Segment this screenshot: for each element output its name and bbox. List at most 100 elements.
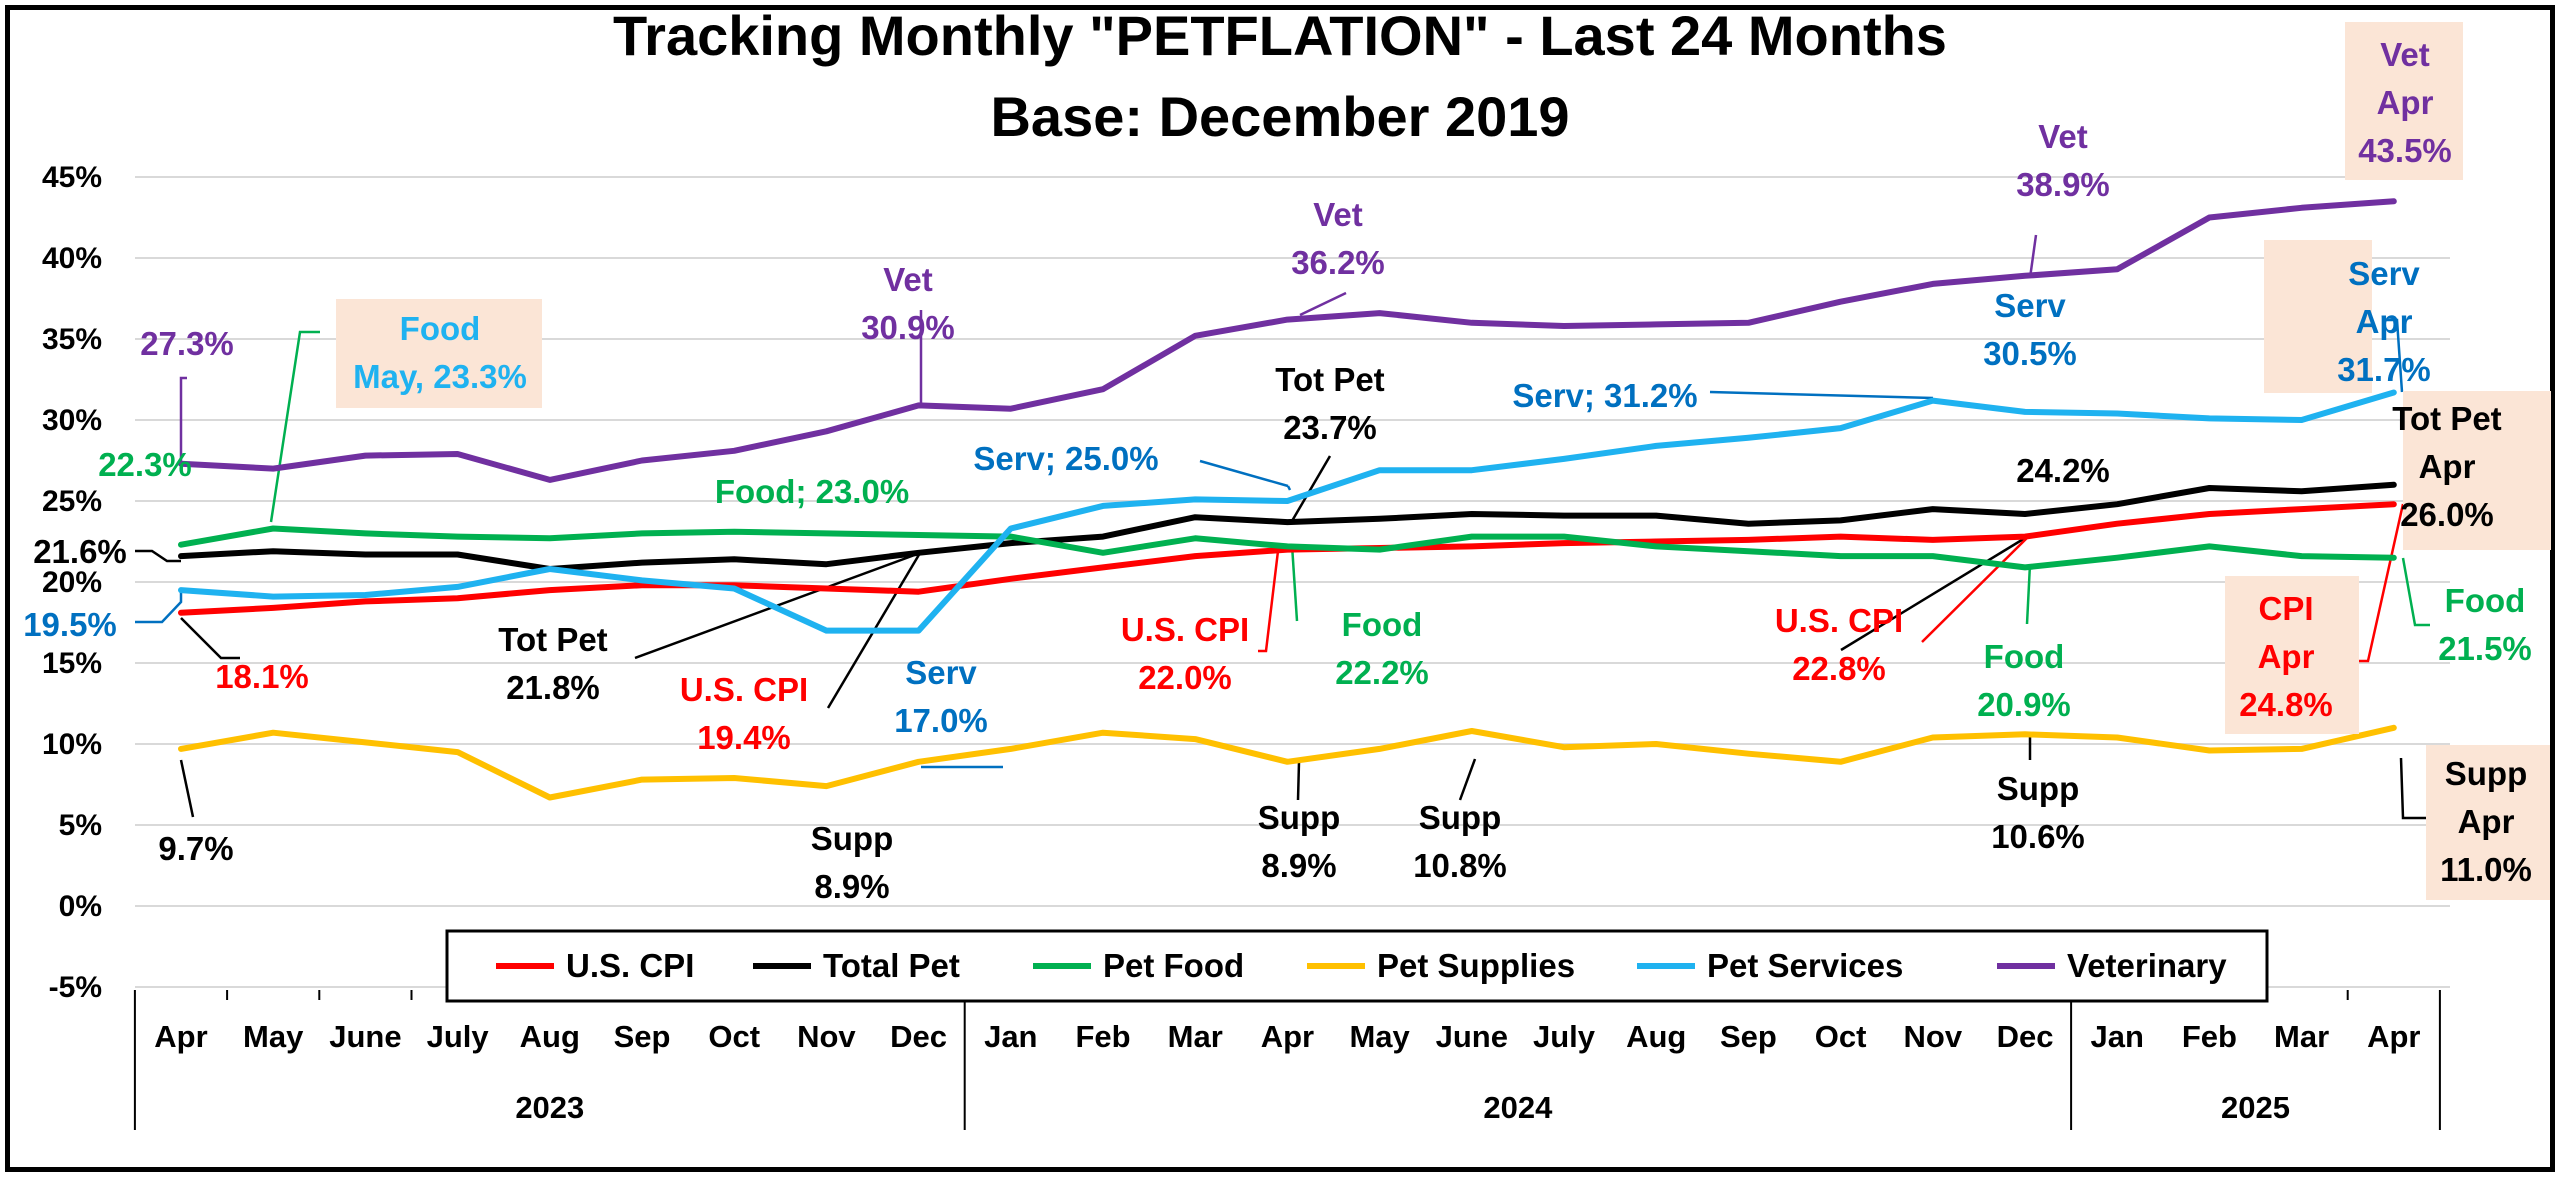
axes: -5% 0% 5% 10% 15% 20% 25% 30% 35% 40% 45% Apr May Jun…	[42, 161, 2441, 1130]
legend-label: Total Pet	[823, 947, 960, 984]
legend: U.S. CPI Total Pet Pet Food Pet Supplies Pet…	[445, 929, 2269, 1003]
data-label: Apr	[2377, 84, 2434, 121]
series-line-pet-services	[178, 389, 2397, 634]
leader-line	[2028, 234, 2038, 279]
data-label: 19.5%	[23, 606, 117, 643]
data-label: Apr	[2356, 303, 2413, 340]
data-label: Supp	[1258, 799, 1340, 836]
x-tick-label-month: Apr	[154, 1019, 207, 1054]
data-label: 17.0%	[894, 702, 988, 739]
legend-label: Veterinary	[2067, 947, 2227, 984]
x-tick-label-month: Apr	[1261, 1019, 1314, 1054]
data-label: 30.5%	[1983, 335, 2077, 372]
leader-line	[1290, 544, 1299, 622]
data-label: U.S. CPI	[1775, 602, 1903, 639]
data-label: 8.9%	[1261, 847, 1336, 884]
x-tick-label-month: Dec	[890, 1019, 947, 1054]
leader-line	[179, 376, 187, 464]
data-label: Apr	[2258, 638, 2315, 675]
x-tick-label-month: June	[329, 1019, 401, 1054]
data-label: 11.0%	[2440, 851, 2532, 888]
data-label: Serv	[1994, 287, 2066, 324]
data-label: Food	[1984, 638, 2065, 675]
series-line-u-s-cpi	[178, 501, 2397, 616]
y-tick-label: 0%	[59, 890, 102, 923]
data-label: Apr	[2419, 448, 2476, 485]
data-label: Vet	[2038, 118, 2088, 155]
x-tick-label-month: Oct	[708, 1019, 760, 1054]
leader-line	[1840, 533, 2031, 652]
series-line-pet-supplies	[178, 724, 2397, 801]
leader-line	[1199, 459, 1289, 488]
data-label: 38.9%	[2016, 166, 2110, 203]
annotation-box	[2426, 745, 2550, 900]
data-label: Tot Pet	[2392, 400, 2501, 437]
leader-line	[180, 617, 240, 660]
data-label: CPI	[2258, 590, 2313, 627]
x-tick-label-month: Feb	[1075, 1019, 1130, 1054]
y-tick-label: 45%	[42, 161, 102, 194]
data-label: 43.5%	[2358, 132, 2452, 169]
data-labels: 27.3% 21.6% 22.3% 19.5% 18.1% 9.7% Food May, 23…	[23, 22, 2551, 905]
y-tick-label: 40%	[42, 242, 102, 275]
data-label: 18.1%	[215, 658, 309, 695]
data-label: May, 23.3%	[353, 358, 527, 395]
leader-line	[2025, 563, 2032, 625]
leader-line	[2399, 757, 2426, 820]
data-label: 22.2%	[1335, 654, 1429, 691]
leader-line	[1258, 550, 1280, 653]
x-tick-label-year: 2024	[1483, 1090, 1553, 1125]
data-label: Tot Pet	[498, 621, 607, 658]
data-label: Vet	[883, 261, 933, 298]
x-tick-label-month: July	[427, 1019, 490, 1054]
y-tick-label: 20%	[42, 566, 102, 599]
data-label: Supp	[1997, 770, 2079, 807]
legend-box	[445, 929, 2269, 1003]
legend-label: Pet Supplies	[1377, 947, 1575, 984]
legend-label: U.S. CPI	[566, 947, 694, 984]
data-label: 10.6%	[1991, 818, 2085, 855]
data-label: 26.0%	[2400, 496, 2494, 533]
data-label: Food; 23.0%	[715, 473, 909, 510]
data-label: 24.8%	[2239, 686, 2333, 723]
x-tick-label-month: Nov	[797, 1019, 856, 1054]
y-tick-label: 35%	[42, 323, 102, 356]
data-label: 21.8%	[506, 669, 600, 706]
data-label: 21.5%	[2438, 630, 2532, 667]
data-label: 30.9%	[861, 309, 955, 346]
x-tick-label-year: 2023	[515, 1090, 584, 1125]
data-label: 22.3%	[98, 446, 192, 483]
data-label: 23.7%	[1283, 409, 1377, 446]
data-label: Supp	[1419, 799, 1501, 836]
data-label: 31.7%	[2337, 351, 2431, 388]
annotation-box	[2345, 22, 2463, 180]
data-label: 22.0%	[1138, 659, 1232, 696]
legend-label: Pet Services	[1707, 947, 1903, 984]
x-tick-label-month: Apr	[2367, 1019, 2420, 1054]
data-label: Serv; 31.2%	[1512, 377, 1697, 414]
leader-line	[1296, 761, 1301, 801]
data-label: 8.9%	[814, 868, 889, 905]
data-label: 27.3%	[140, 325, 234, 362]
leader-line	[1290, 455, 1332, 522]
x-tick-label-month: Nov	[1904, 1019, 1963, 1054]
data-label: Vet	[1313, 196, 1363, 233]
legend-label: Pet Food	[1103, 947, 1244, 984]
series-line-pet-food	[178, 525, 2397, 571]
y-tick-label: -5%	[49, 971, 102, 1004]
data-label: Tot Pet	[1275, 361, 1384, 398]
y-tick-label: 30%	[42, 404, 102, 437]
annotation-box	[2225, 576, 2359, 734]
x-tick-label-month: May	[1349, 1019, 1410, 1054]
x-tick-label-month: Jan	[984, 1019, 1037, 1054]
y-tick-label: 10%	[42, 728, 102, 761]
annotation-box	[2264, 240, 2372, 393]
data-label: 19.4%	[697, 719, 791, 756]
data-label: 24.2%	[2016, 452, 2110, 489]
data-label: Apr	[2458, 803, 2515, 840]
x-tick-label-month: July	[1533, 1019, 1596, 1054]
x-tick-label-month: Mar	[2274, 1019, 2329, 1054]
y-tick-label: 25%	[42, 485, 102, 518]
x-tick-label-year: 2025	[2221, 1090, 2290, 1125]
